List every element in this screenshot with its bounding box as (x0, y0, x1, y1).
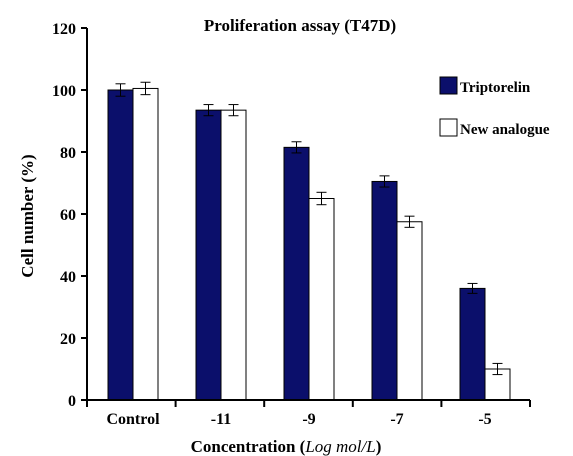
bar-triptorelin (371, 180, 398, 401)
axes (86, 28, 530, 401)
legend-swatch (439, 118, 458, 137)
bar-new-analogue (220, 109, 247, 401)
bar-new-analogue (132, 87, 159, 401)
legend-label: Triptorelin (460, 80, 531, 96)
x-axis-label-unit: Log mol/L (304, 437, 375, 456)
y-tick-label: 100 (52, 83, 76, 100)
y-tick-label: 40 (60, 269, 76, 286)
y-tick-label: 60 (60, 207, 76, 224)
bar-new-analogue (308, 198, 335, 401)
legend-swatch (439, 76, 458, 95)
bar-triptorelin (283, 146, 310, 401)
y-tick-label: 120 (52, 21, 76, 38)
bar-series-group (107, 81, 511, 401)
y-tick-label: 80 (60, 145, 76, 162)
y-tick-label: 0 (68, 393, 76, 410)
bar-new-analogue (396, 221, 423, 401)
y-tick-label: 20 (60, 331, 76, 348)
legend-label: New analogue (460, 122, 550, 138)
y-axis-ticks: 0 20 40 60 80 100 120 (52, 21, 87, 410)
bar-triptorelin (195, 109, 222, 401)
x-axis-label-close: ) (376, 437, 382, 456)
x-axis-label-text: Concentration ( (191, 437, 306, 456)
bar-triptorelin (459, 287, 486, 401)
x-tick-label: Control (106, 411, 160, 428)
chart-title: Proliferation assay (T47D) (204, 16, 396, 35)
x-axis-ticks: Control -11 -9 -7 -5 (86, 400, 531, 428)
x-tick-label: -7 (390, 411, 403, 428)
bar-triptorelin (107, 89, 134, 401)
x-axis-label: Concentration (Log mol/L) (191, 437, 382, 456)
x-tick-label: -9 (302, 411, 315, 428)
x-tick-label: -5 (478, 411, 491, 428)
y-axis-label: Cell number (%) (18, 154, 37, 277)
legend: Triptorelin New analogue (439, 76, 550, 138)
x-tick-label: -11 (211, 411, 231, 428)
